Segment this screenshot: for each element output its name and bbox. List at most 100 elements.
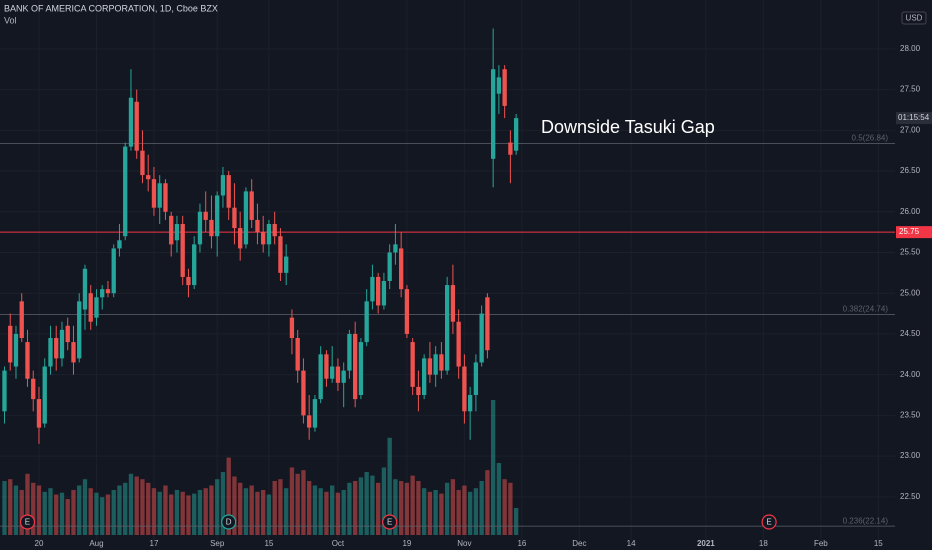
y-tick-label: 26.50 — [900, 166, 921, 175]
volume-bar — [25, 473, 30, 535]
volume-bar — [427, 491, 433, 535]
countdown-box — [896, 112, 932, 125]
candle-body — [508, 142, 513, 155]
candle-body — [249, 191, 254, 220]
candle-body — [59, 329, 65, 359]
annotation: Downside Tasuki Gap — [541, 117, 715, 137]
volume-bar — [393, 479, 398, 535]
event-label: D — [226, 518, 232, 527]
candle-body — [513, 118, 519, 151]
volume-bar — [77, 485, 82, 535]
candle-body — [2, 370, 7, 412]
candle-body — [88, 293, 93, 322]
x-tick-label: 14 — [627, 539, 636, 548]
candle-body — [105, 289, 111, 294]
x-tick-label: Nov — [457, 539, 471, 548]
candle-body — [479, 313, 484, 363]
grid — [0, 0, 895, 540]
candle-body — [485, 297, 490, 351]
volume-bar — [364, 472, 369, 535]
price-label: 25.75 — [899, 227, 920, 236]
candle-body — [209, 219, 214, 237]
volume-bar — [347, 482, 352, 535]
x-tick-label: 2021 — [697, 539, 715, 548]
candle-body — [353, 333, 358, 400]
volume-bar — [399, 481, 404, 535]
y-tick-label: 27.00 — [900, 125, 921, 134]
candle-body — [422, 358, 427, 396]
volume-bar — [490, 400, 496, 535]
event-marker — [761, 514, 777, 530]
volume-bar — [341, 490, 346, 535]
candle-body — [186, 276, 191, 286]
volume-bar — [312, 485, 318, 535]
event-label: E — [25, 518, 30, 527]
candle-body — [358, 342, 364, 396]
candle-body — [266, 223, 272, 245]
y-tick-label: 26.00 — [900, 207, 921, 216]
candle-body — [496, 77, 502, 94]
volume-bar — [404, 482, 410, 535]
candle-body — [490, 69, 496, 159]
volume-bar — [186, 495, 191, 535]
candle-body — [284, 256, 289, 273]
volume-bar — [301, 470, 306, 535]
volume-bar — [416, 481, 421, 535]
volume-bar — [100, 497, 105, 535]
y-tick-label: 27.50 — [900, 85, 921, 94]
x-tick-label: Aug — [89, 539, 103, 548]
currency-box — [901, 11, 927, 25]
candle-body — [163, 183, 168, 212]
y-tick-label: 23.50 — [900, 410, 921, 419]
x-tick-label: 17 — [150, 539, 159, 548]
volume-bar — [439, 493, 444, 535]
candle-body — [462, 366, 467, 412]
candle-body — [289, 317, 295, 339]
candle-body — [318, 354, 323, 400]
volume-bar — [8, 479, 13, 535]
x-tick-label: Feb — [814, 539, 828, 548]
countdown: 01:15:54 — [898, 113, 930, 122]
volume-label: Vol — [4, 15, 17, 25]
volume-bar — [180, 491, 185, 535]
candle-body — [335, 366, 341, 383]
candle-body — [312, 399, 318, 428]
volume-bar — [284, 488, 289, 535]
event-marker — [221, 514, 237, 530]
volume-bar — [353, 481, 358, 535]
volume-bar — [59, 492, 65, 535]
candle-body — [261, 232, 266, 245]
candle-body — [140, 150, 145, 176]
volume-bar — [473, 488, 479, 535]
volume-bar — [261, 490, 266, 535]
candle-body — [8, 325, 13, 363]
volume-bar — [307, 481, 312, 535]
candle-body — [42, 366, 47, 424]
y-tick-label: 22.50 — [900, 492, 921, 501]
volume-bar — [479, 481, 484, 535]
candle-body — [100, 289, 105, 298]
candle-body — [341, 370, 346, 383]
volume-bar — [502, 479, 507, 535]
candle-body — [307, 415, 312, 428]
candle-body — [48, 338, 53, 367]
volume-bar — [508, 482, 513, 535]
volume-bar — [255, 491, 260, 535]
candle-body — [31, 378, 36, 400]
volume-bar — [54, 494, 59, 535]
candle-body — [324, 354, 329, 379]
candle-body — [427, 358, 433, 375]
price-label-box — [896, 226, 932, 239]
x-tick-label: 16 — [517, 539, 526, 548]
candle-body — [203, 211, 208, 220]
candle-body — [295, 338, 300, 371]
candle-body — [180, 223, 185, 277]
y-tick-label: 25.00 — [900, 288, 921, 297]
candle-body — [192, 244, 197, 286]
volume-bar — [462, 485, 467, 535]
candle-body — [174, 223, 180, 241]
event-label: E — [766, 518, 771, 527]
volume-bar — [111, 490, 116, 535]
y-tick-label: 23.00 — [900, 451, 921, 460]
